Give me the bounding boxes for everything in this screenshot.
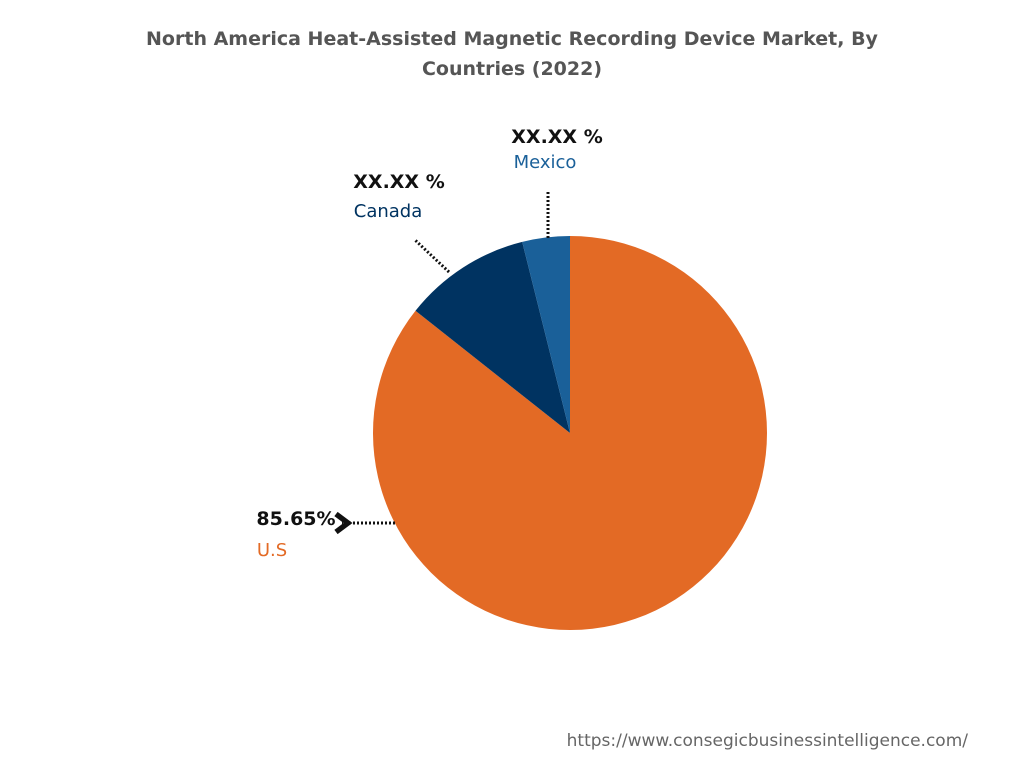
source-url: https://www.consegicbusinessintelligence… bbox=[566, 731, 968, 751]
category-label: Canada bbox=[354, 201, 423, 222]
data-label: XX.XX % bbox=[353, 171, 444, 193]
leader-line bbox=[413, 238, 451, 274]
pie-slice bbox=[522, 236, 570, 433]
category-label: Mexico bbox=[514, 152, 577, 173]
data-label: XX.XX % bbox=[511, 126, 602, 148]
data-label: 85.65% bbox=[256, 508, 335, 530]
pie-slice bbox=[373, 236, 767, 631]
pie bbox=[373, 236, 767, 631]
pie-slice bbox=[415, 241, 570, 433]
chart-title: North America Heat-Assisted Magnetic Rec… bbox=[146, 28, 878, 80]
category-label: U.S bbox=[257, 540, 287, 561]
